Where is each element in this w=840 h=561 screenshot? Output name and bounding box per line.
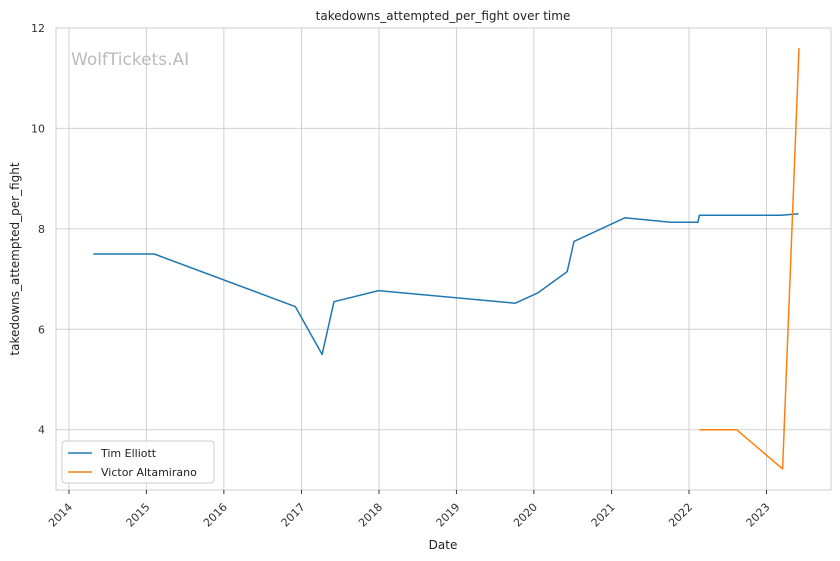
- x-tick-label: 2021: [589, 501, 618, 530]
- y-tick-label: 12: [31, 22, 45, 35]
- grid: [56, 27, 831, 490]
- x-tick-label: 2017: [279, 501, 308, 530]
- y-tick-label: 6: [38, 323, 45, 336]
- x-axis-label: Date: [429, 538, 458, 552]
- x-tick-label: 2019: [434, 501, 463, 530]
- x-tick-label: 2016: [201, 501, 230, 530]
- x-tick-label: 2023: [744, 501, 773, 530]
- series-line-victor-altamirano: [699, 48, 800, 470]
- x-tick-label: 2018: [356, 501, 385, 530]
- y-axis-label: takedowns_attempted_per_fight: [8, 162, 22, 355]
- chart-title: takedowns_attempted_per_fight over time: [316, 9, 571, 23]
- series-lines: [93, 48, 800, 470]
- y-tick-label: 8: [38, 223, 45, 236]
- x-axis: 2014 2015 2016 2017 2018 2019 2020 2021 2022 2023: [46, 490, 773, 530]
- x-tick-label: 2020: [511, 501, 540, 530]
- legend-label: Victor Altamirano: [101, 466, 197, 479]
- y-axis: 4 6 8 10 12: [31, 22, 45, 437]
- watermark: WolfTickets.AI: [71, 50, 189, 70]
- legend: Tim Elliott Victor Altamirano: [61, 440, 215, 484]
- x-tick-label: 2015: [124, 501, 153, 530]
- legend-label: Tim Elliott: [100, 447, 157, 460]
- x-tick-label: 2014: [46, 501, 75, 530]
- y-tick-label: 4: [38, 424, 45, 437]
- plot-frame: [55, 27, 832, 491]
- legend-box: [61, 440, 215, 484]
- y-tick-label: 10: [31, 122, 45, 135]
- series-line-tim-elliott: [93, 213, 799, 356]
- x-tick-label: 2022: [666, 501, 695, 530]
